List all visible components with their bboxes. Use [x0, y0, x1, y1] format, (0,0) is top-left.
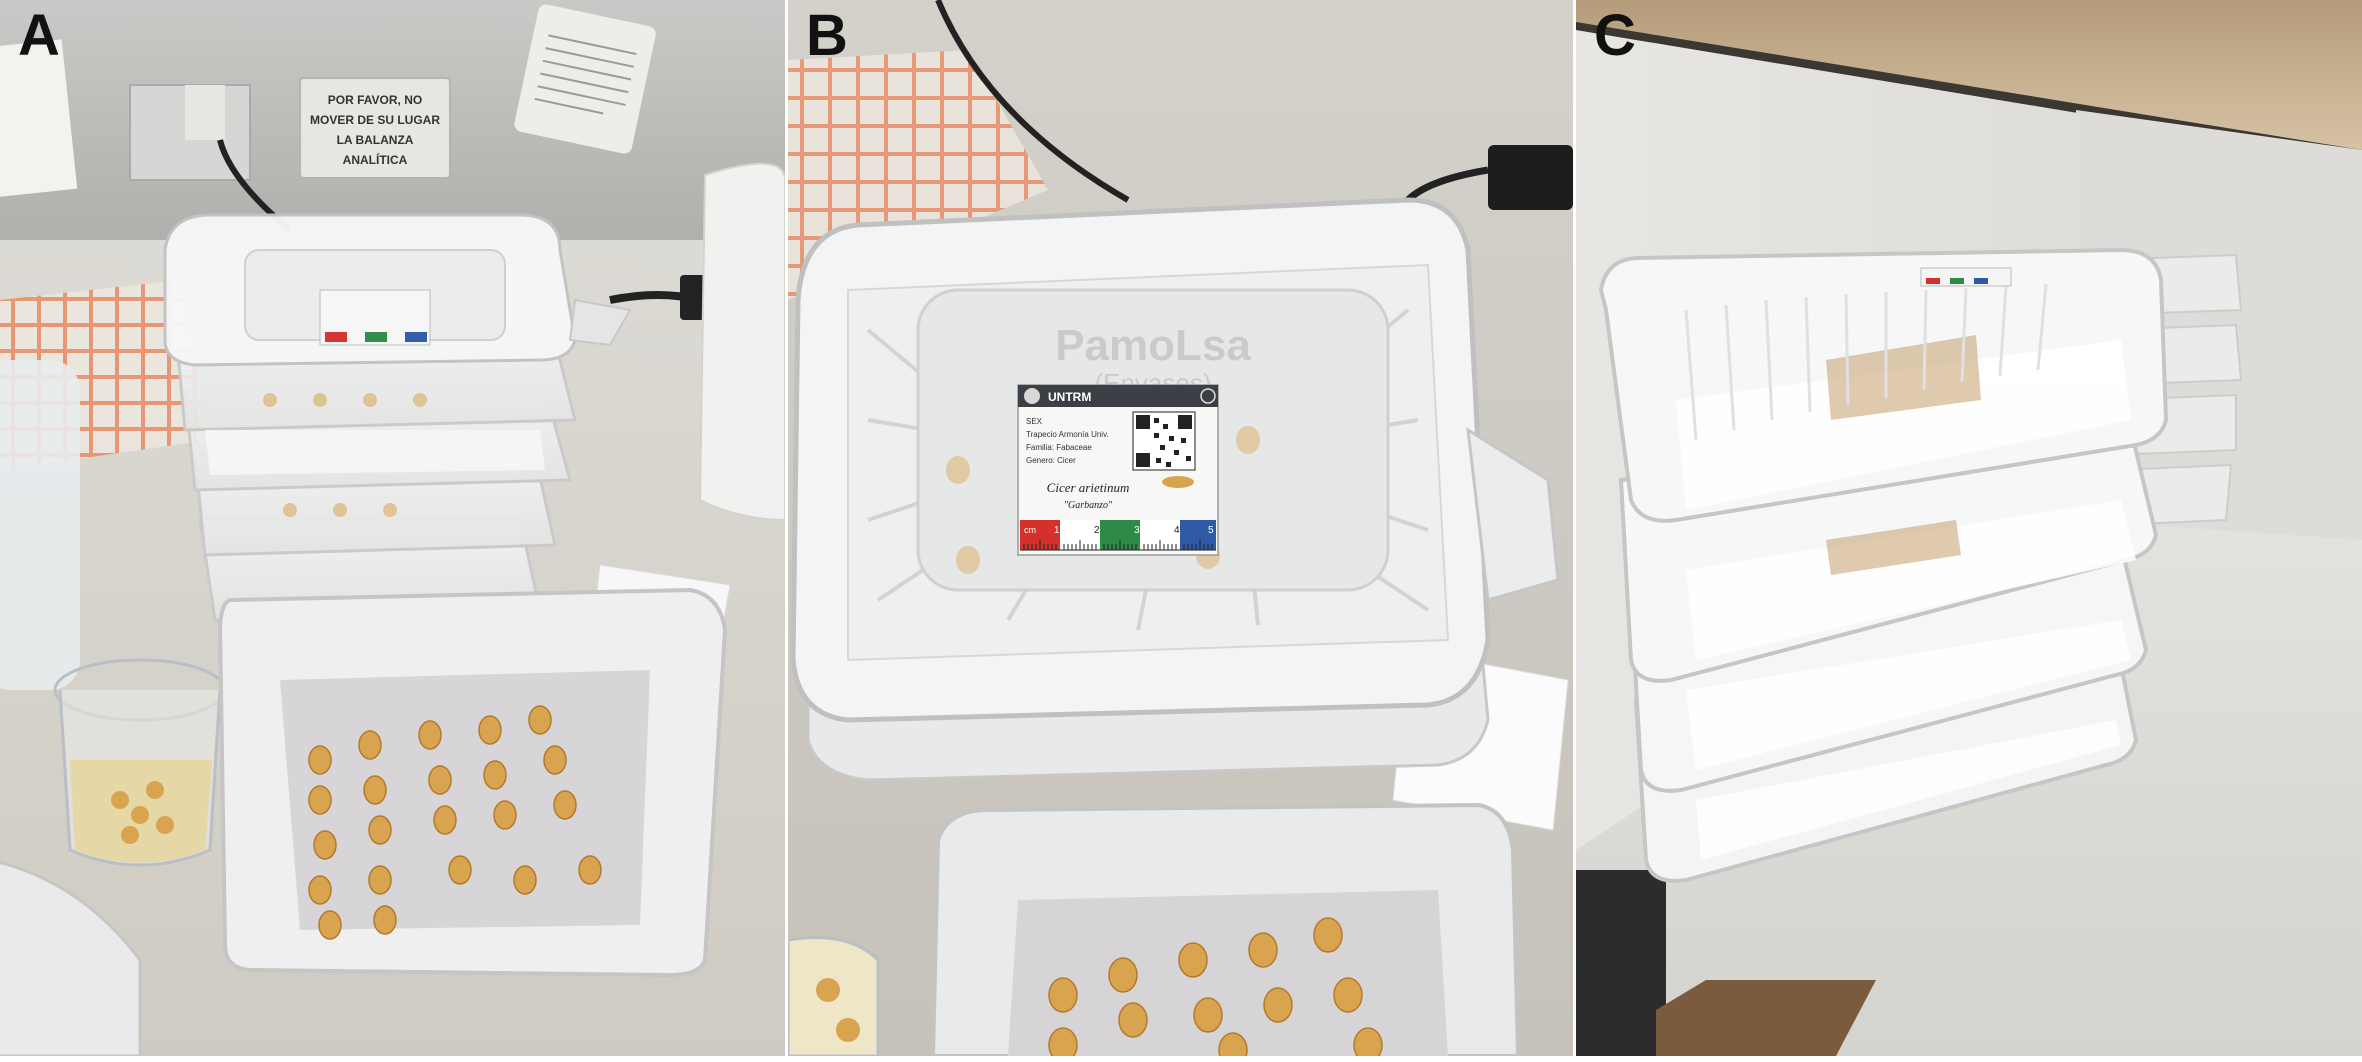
- panel-b-photo: PamoLsa (Envases) UNTRM SEX Trapecio Arm…: [788, 0, 1573, 1056]
- label-species: Cicer arietinum: [1047, 480, 1130, 495]
- panel-letter-b: B: [806, 3, 848, 68]
- sign-line-3: LA BALANZA: [337, 133, 414, 147]
- sign-line-2: MOVER DE SU LUGAR: [310, 113, 440, 127]
- label-line-4: Genero: Cicer: [1026, 456, 1076, 465]
- label-line-2: Trapecio Armonía Univ.: [1026, 430, 1109, 439]
- panel-a-photo: POR FAVOR, NO MOVER DE SU LUGAR LA BALAN…: [0, 0, 785, 1056]
- label-line-1: SEX: [1026, 417, 1043, 426]
- qr-code-icon: [1132, 411, 1196, 471]
- label-line-3: Familia: Fabaceae: [1026, 443, 1092, 452]
- scale-tick-5: 5: [1208, 525, 1214, 536]
- label-header: UNTRM: [1048, 390, 1091, 404]
- panel-c: C: [1576, 0, 2362, 1056]
- scale-tick-1: 1: [1054, 525, 1060, 536]
- label-common-name: "Garbanzo": [1064, 500, 1113, 511]
- panel-letter-c: C: [1594, 3, 1636, 68]
- scale-tick-3: 3: [1134, 525, 1140, 536]
- panel-c-photo: [1576, 0, 2362, 1056]
- scale-tick-2: 2: [1094, 525, 1100, 536]
- scale-unit: cm: [1024, 525, 1036, 535]
- panel-b: PamoLsa (Envases) UNTRM SEX Trapecio Arm…: [788, 0, 1573, 1056]
- lid-brand-text: PamoLsa: [1055, 321, 1251, 370]
- panel-letter-a: A: [18, 3, 60, 68]
- sign-line-1: POR FAVOR, NO: [328, 93, 422, 107]
- scale-tick-4: 4: [1174, 525, 1180, 536]
- label-scale-bar: cm 1 2 3 4 5: [1020, 520, 1216, 551]
- specimen-label: UNTRM SEX Trapecio Armonía Univ. Familia…: [1017, 384, 1219, 556]
- panel-a: POR FAVOR, NO MOVER DE SU LUGAR LA BALAN…: [0, 0, 785, 1056]
- sign-line-4: ANALÍTICA: [343, 152, 408, 167]
